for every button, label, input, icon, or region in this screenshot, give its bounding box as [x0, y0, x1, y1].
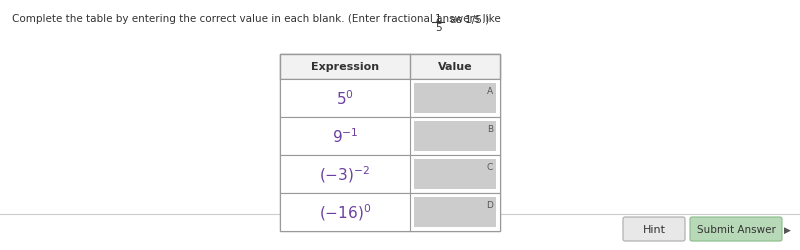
Bar — [414, 159, 496, 189]
Text: B: B — [487, 124, 493, 134]
Text: D: D — [486, 200, 493, 209]
Bar — [280, 193, 500, 231]
Bar — [414, 122, 496, 152]
Text: $(-3)^{-2}$: $(-3)^{-2}$ — [319, 164, 370, 184]
Text: $(-16)^{0}$: $(-16)^{0}$ — [319, 202, 371, 222]
Bar — [280, 156, 500, 193]
Bar — [280, 55, 500, 80]
Text: C: C — [486, 162, 493, 171]
Text: Value: Value — [438, 62, 472, 72]
Text: 1: 1 — [434, 14, 442, 24]
Text: $9^{-1}$: $9^{-1}$ — [332, 127, 358, 146]
Text: Complete the table by entering the correct value in each blank. (Enter fractiona: Complete the table by entering the corre… — [12, 14, 501, 24]
Text: 5: 5 — [434, 23, 442, 33]
Text: $5^{0}$: $5^{0}$ — [336, 89, 354, 108]
Bar — [414, 84, 496, 114]
FancyBboxPatch shape — [690, 217, 782, 241]
Text: Expression: Expression — [311, 62, 379, 72]
Bar — [280, 118, 500, 156]
Text: Hint: Hint — [642, 224, 666, 234]
Text: Submit Answer: Submit Answer — [697, 224, 775, 234]
Bar — [280, 80, 500, 118]
Text: ▶: ▶ — [784, 224, 791, 234]
FancyBboxPatch shape — [623, 217, 685, 241]
Bar — [414, 197, 496, 227]
Text: A: A — [487, 87, 493, 96]
Text: as 1/5.): as 1/5.) — [450, 14, 490, 24]
Bar — [280, 55, 500, 231]
